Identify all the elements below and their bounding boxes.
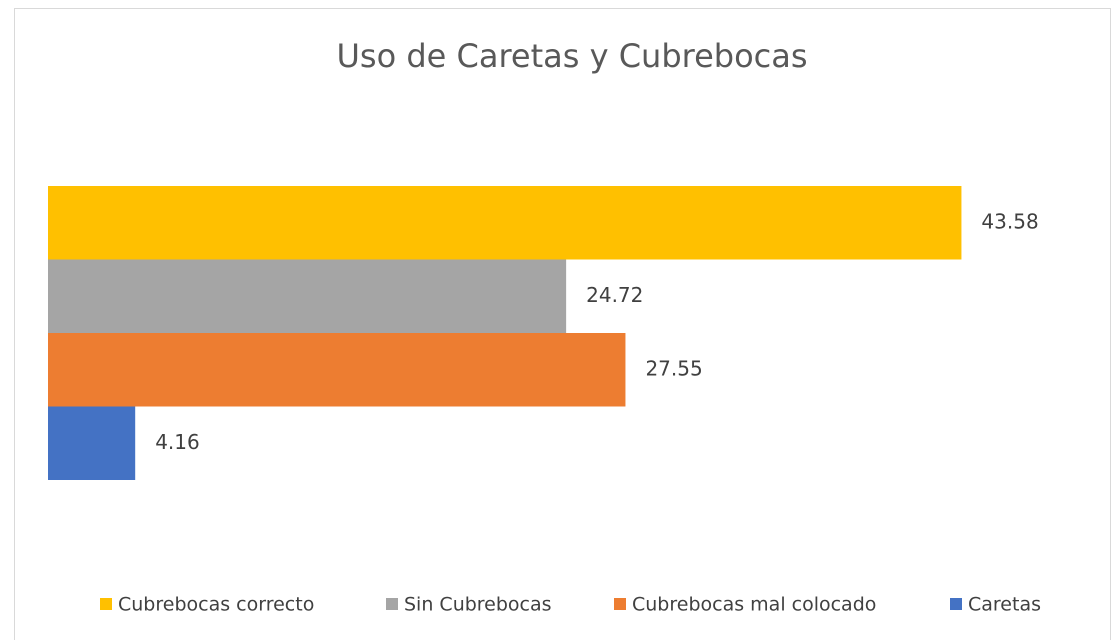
- chart-title: Uso de Caretas y Cubrebocas: [336, 37, 807, 75]
- bar: [48, 259, 567, 333]
- legend-swatch: [614, 598, 626, 610]
- bar: [48, 406, 136, 480]
- legend-label: Cubrebocas mal colocado: [632, 594, 876, 616]
- legend-swatch: [386, 598, 398, 610]
- legend-label: Sin Cubrebocas: [404, 594, 552, 616]
- bar: [48, 333, 626, 407]
- legend-label: Cubrebocas correcto: [118, 594, 314, 616]
- data-label: 4.16: [155, 430, 200, 454]
- data-label: 27.55: [645, 356, 702, 380]
- legend-label: Caretas: [968, 594, 1041, 616]
- legend-swatch: [100, 598, 112, 610]
- data-label: 43.58: [981, 209, 1038, 233]
- bar: [48, 186, 962, 260]
- legend-swatch: [950, 598, 962, 610]
- data-label: 24.72: [586, 283, 643, 307]
